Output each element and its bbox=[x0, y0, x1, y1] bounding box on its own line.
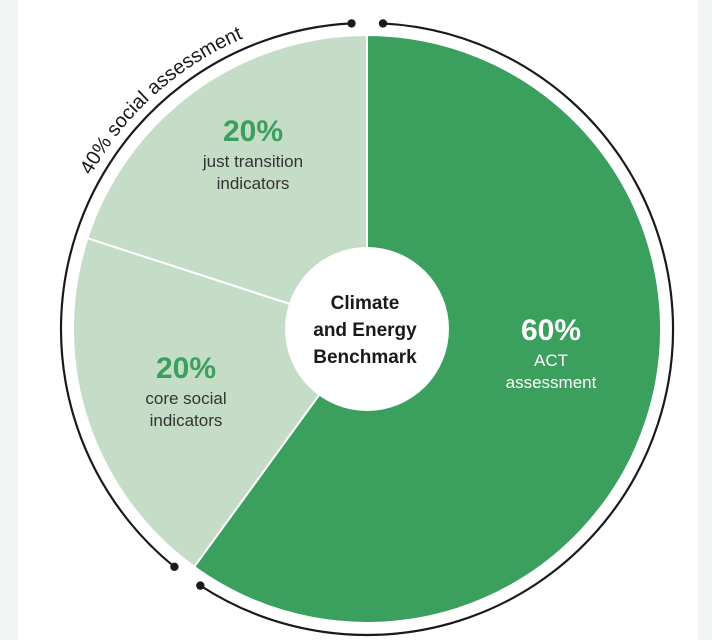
slice-value-label-1: 60% bbox=[521, 314, 581, 347]
center-label-line-2: and Energy bbox=[313, 320, 417, 341]
slice-category-label-2-line-2: indicators bbox=[150, 411, 223, 430]
center-label-line-3: Benchmark bbox=[313, 347, 417, 368]
outer-ring-group-end-dot-1 bbox=[170, 562, 179, 572]
slice-category-label-3-line-1: just transition bbox=[202, 152, 303, 171]
pie-slice-3 bbox=[86, 33, 368, 331]
outer-ring-group bbox=[59, 22, 352, 568]
center-circle bbox=[285, 247, 449, 411]
slice-category-label-1-line-2: assessment bbox=[506, 373, 597, 392]
outer-ring-primary-end-dot-2 bbox=[196, 581, 205, 590]
outer-ring-primary bbox=[199, 22, 675, 637]
slice-category-label-1-line-1: ACT bbox=[534, 351, 568, 370]
slice-value-label-2: 20% bbox=[156, 352, 216, 385]
slice-category-label-3-line-2: indicators bbox=[217, 174, 290, 193]
outer-ring-primary-end-dot-1 bbox=[378, 19, 388, 28]
outer-ring-group-end-dot-2 bbox=[347, 19, 356, 28]
center-label-line-1: Climate bbox=[331, 293, 400, 314]
slice-value-label-3: 20% bbox=[223, 115, 283, 148]
slice-category-label-2-line-1: core social bbox=[145, 389, 226, 408]
